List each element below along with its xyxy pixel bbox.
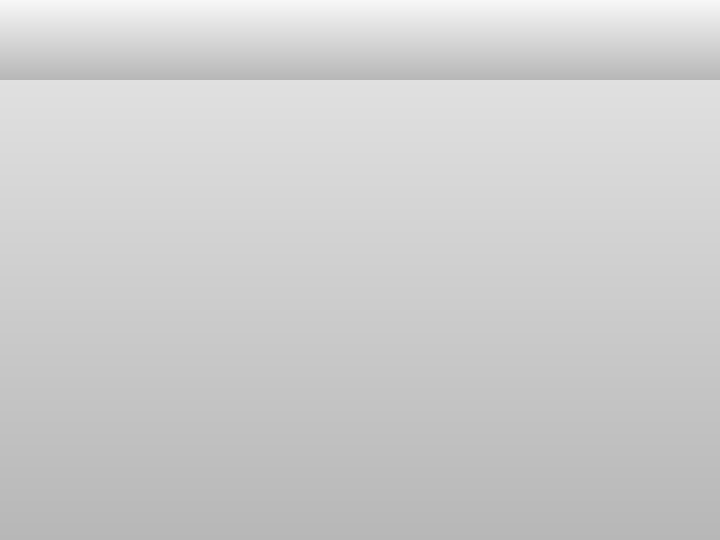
Text: Given  g(x,  y),  some  knowledge  about  the  degradation: Given g(x, y), some knowledge about the … [18,302,631,322]
Polygon shape [12,6,68,74]
Polygon shape [12,6,38,74]
Text: function H,  and some  knowledge  about  the  additive  term: function H, and some knowledge about the… [18,330,663,349]
Text: Image Restoration: Image Restoration [201,24,519,56]
Text: estimate, ƒ (x, y), of the original image.: estimate, ƒ (x, y), of the original imag… [18,386,432,406]
Text: The  degradation  process  is  modeled  as  a  degradation: The degradation process is modeled as a … [18,130,632,149]
Text: function that, together with an additive noise term, operates: function that, together with an additive… [18,158,663,177]
Text: © Dept. of Computer Science, Swami Vivekanand Mahavidyalay, Udgir (Mah): © Dept. of Computer Science, Swami Vivek… [158,522,562,532]
Polygon shape [12,6,28,74]
Text: g(x, y) = H [ƒ (x, y)] + η(x, y): g(x, y) = H [ƒ (x, y)] + η(x, y) [189,252,531,275]
Text: noise η(x, y). The objective of the restoration is to obtain an: noise η(x, y). The objective of the rest… [18,358,653,377]
Text: on an input image ƒ(x, y) to produce a degraded image.: on an input image ƒ(x, y) to produce a d… [18,186,602,206]
Text: A model of image Degradation/Restoration process:: A model of image Degradation/Restoration… [18,98,641,120]
